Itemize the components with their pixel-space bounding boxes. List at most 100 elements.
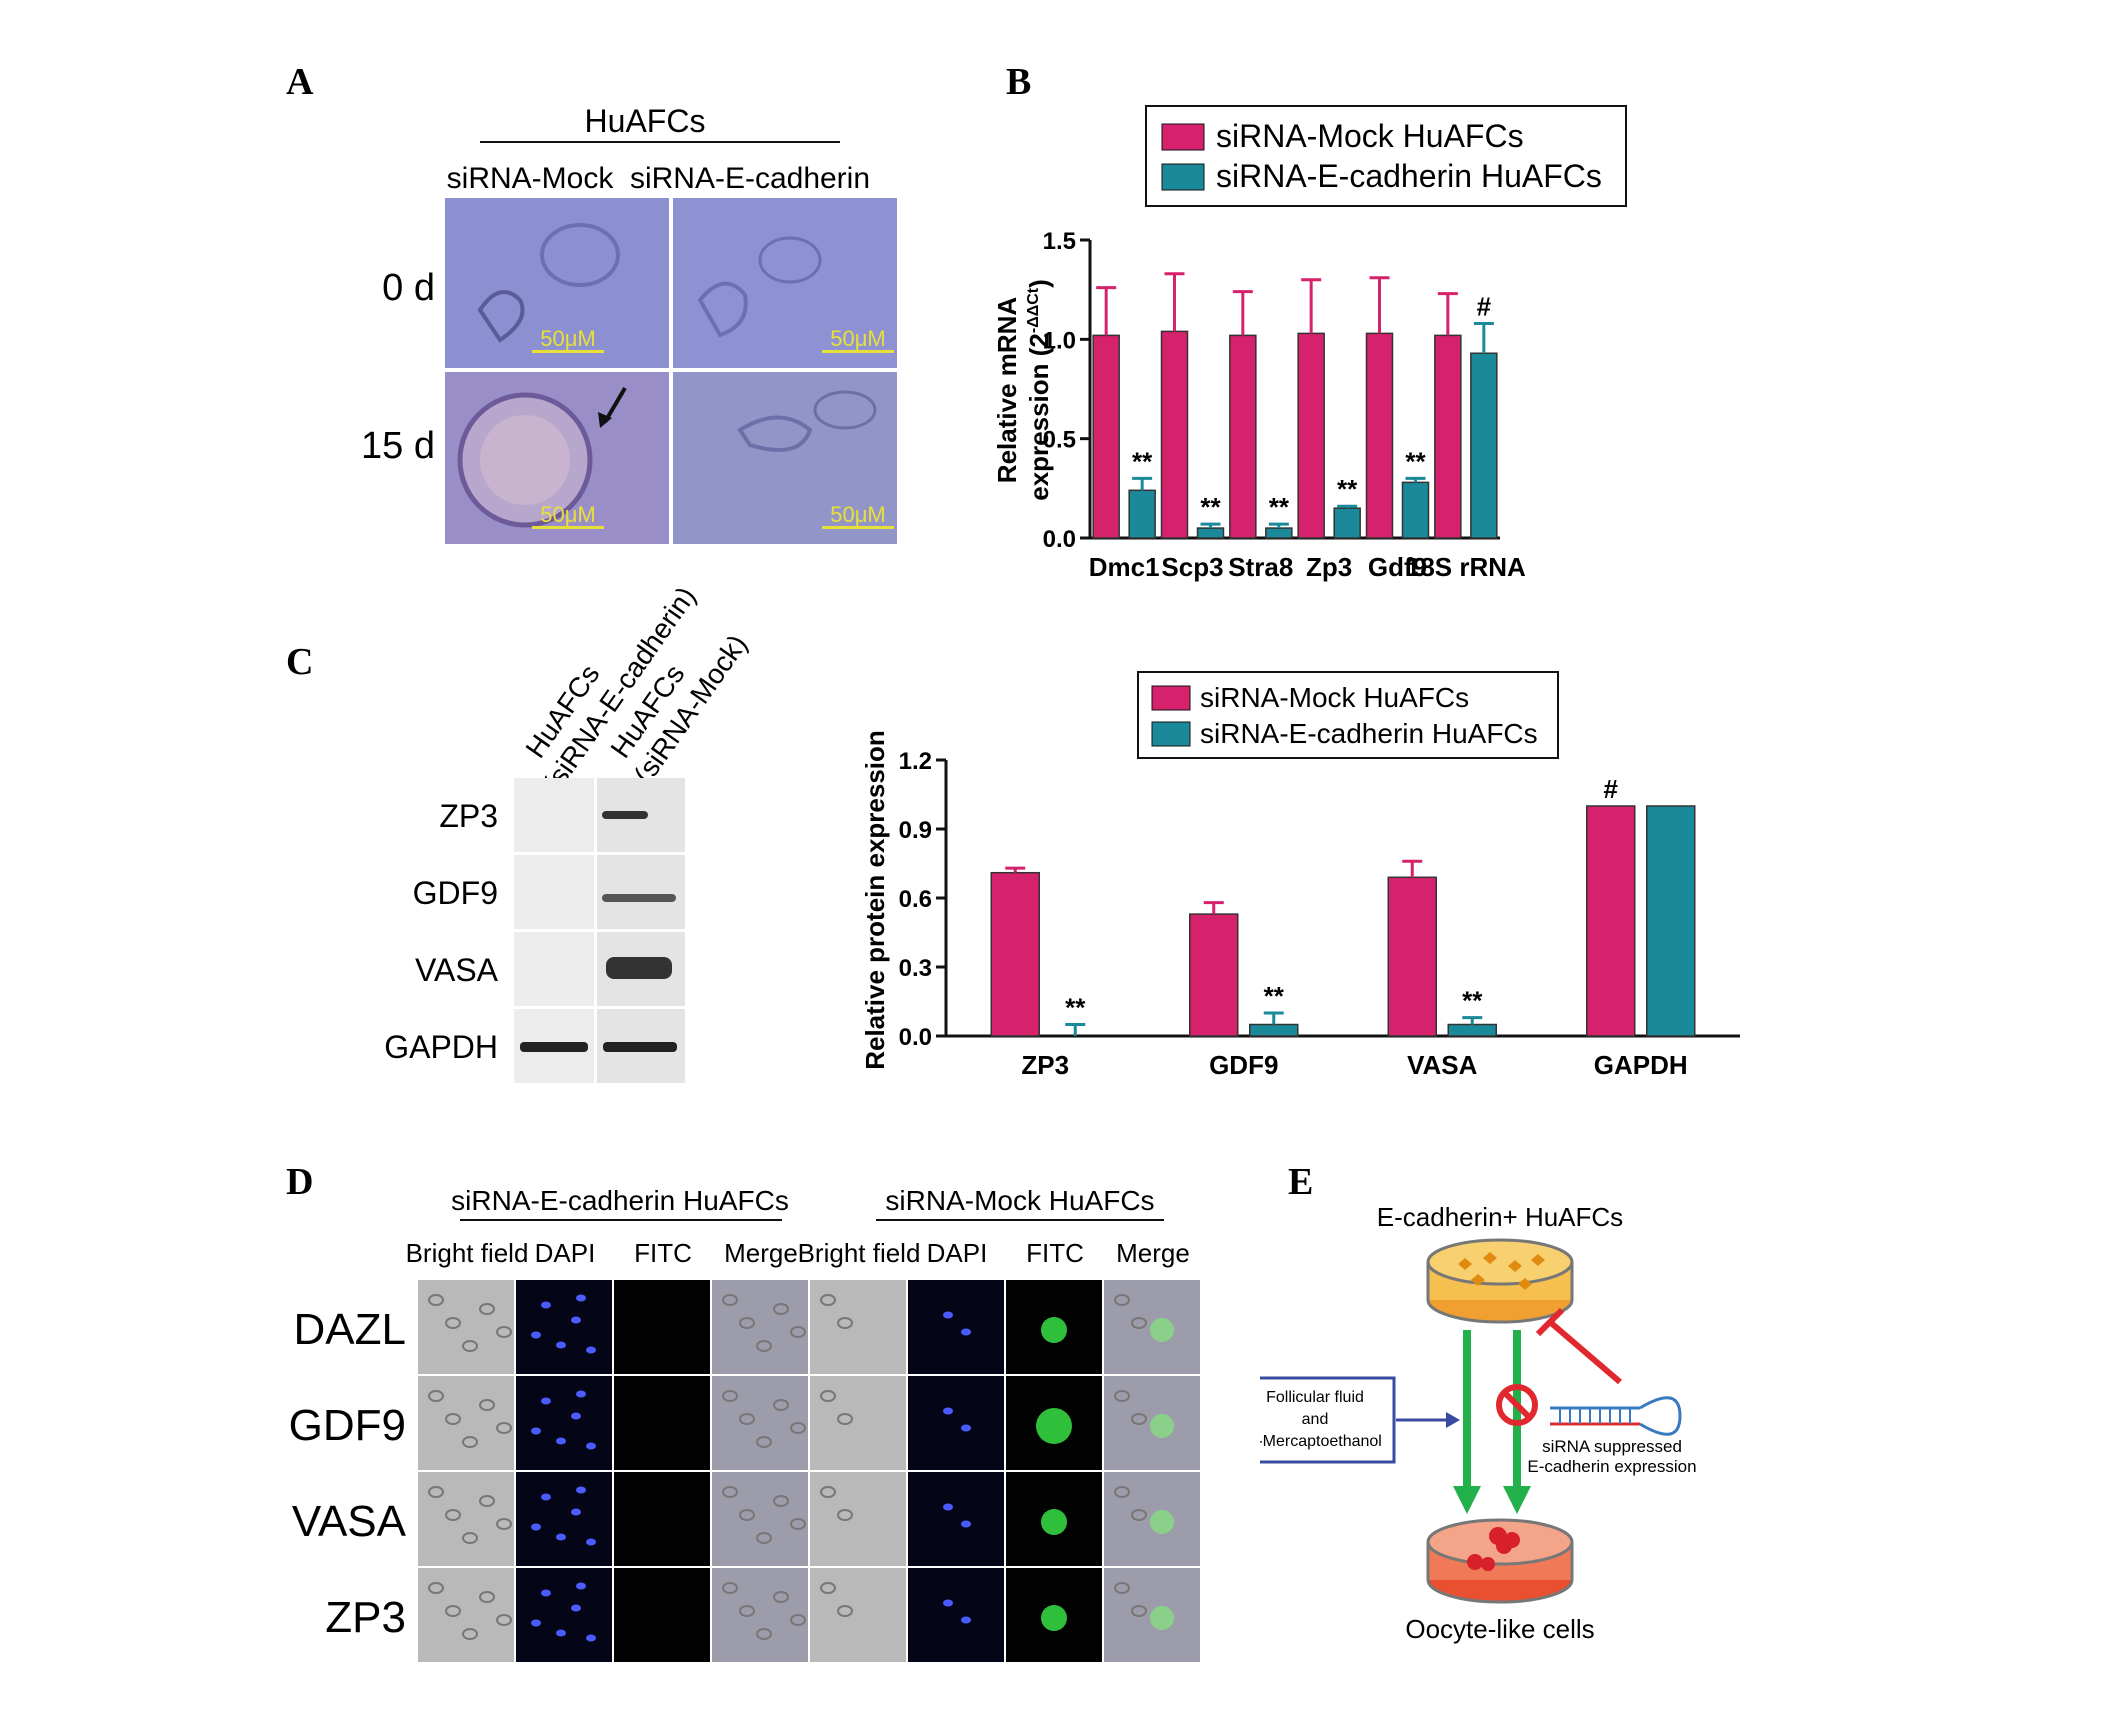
y-tick-label: 0.9 [899, 817, 932, 844]
column-label: Merge [1116, 1238, 1190, 1268]
bar-ecad [1128, 489, 1156, 539]
panel-a-label: A [286, 61, 314, 103]
x-tick-label: GDF9 [1209, 1050, 1278, 1080]
e-bottom-label: Oocyte-like cells [1405, 1614, 1594, 1644]
y-tick-label: 0.6 [899, 886, 932, 913]
significance-label: ** [1337, 474, 1358, 504]
blot-row-label: ZP3 [439, 798, 498, 834]
prohibited-icon [1496, 1384, 1538, 1426]
cell-outline [820, 1582, 836, 1594]
cell-outline [1131, 1509, 1147, 1521]
legend-swatch-mock [1161, 123, 1205, 151]
merge-signal [1150, 1606, 1174, 1630]
cell-outline [722, 1486, 738, 1498]
y-tick-label: 1.2 [899, 748, 932, 775]
bar-ecad [1333, 507, 1361, 539]
sirna-label-line1: siRNA suppressed [1542, 1437, 1682, 1456]
legend-swatch-mock [1151, 685, 1191, 711]
cell-outline [790, 1518, 806, 1530]
blot-lane-ecad [514, 855, 594, 929]
blot-lane-mock [597, 855, 685, 929]
cell-outline [773, 1495, 789, 1507]
cell-outline [739, 1605, 755, 1617]
column-label: DAPI [535, 1238, 596, 1268]
blot-band [520, 1042, 588, 1052]
legend-label-mock: siRNA-Mock HuAFCs [1216, 118, 1524, 154]
legend-label-ecad: siRNA-E-cadherin HuAFCs [1216, 158, 1602, 194]
bar-ecad [1447, 1023, 1497, 1037]
cell-outline [428, 1582, 444, 1594]
x-tick-label: Stra8 [1228, 552, 1293, 582]
cell-outline [445, 1605, 461, 1617]
if-image-tile [614, 1376, 710, 1470]
cell-outline [1114, 1390, 1130, 1402]
fitc-signal [1036, 1408, 1072, 1444]
nucleus-dot [943, 1311, 953, 1319]
scale-bar [532, 526, 604, 529]
nucleus-dot [531, 1427, 541, 1435]
cell-outline [837, 1605, 853, 1617]
column-label: Merge [724, 1238, 798, 1268]
legend-b: siRNA-Mock HuAFCs siRNA-E-cadherin HuAFC… [1145, 105, 1627, 207]
panel-d: D siRNA-E-cadherin HuAFCs siRNA-Mock HuA… [286, 1161, 1200, 1662]
cell-outline [756, 1436, 772, 1448]
legend-swatch-ecad [1161, 163, 1205, 191]
bar-mock [1434, 334, 1462, 539]
cell-outline [445, 1509, 461, 1521]
x-tick-label: Scp3 [1161, 552, 1223, 582]
y-axis-label-superscript: -ΔΔCt [1025, 287, 1042, 333]
blot-lane-ecad [514, 778, 594, 852]
scale-bar-label: 50μM [830, 502, 885, 527]
column-label: Bright field [406, 1238, 529, 1268]
significance-label: ** [1065, 993, 1086, 1023]
nucleus-dot [531, 1619, 541, 1627]
cell-outline [773, 1591, 789, 1603]
nucleus-dot [961, 1520, 971, 1528]
y-tick-label: 0.3 [899, 955, 932, 982]
column-label: Bright field [798, 1238, 921, 1268]
nucleus-dot [961, 1616, 971, 1624]
if-image-tile [516, 1280, 612, 1374]
svg-text:and: and [1302, 1411, 1329, 1428]
legend-label-mock: siRNA-Mock HuAFCs [1200, 682, 1469, 713]
bar-ecad [1646, 805, 1696, 1037]
blot-band [602, 811, 648, 819]
panel-a-col-label-mock: siRNA-Mock [447, 162, 615, 195]
nucleus-dot [571, 1604, 581, 1612]
nucleus-dot [576, 1582, 586, 1590]
panel-e-label: E [1288, 1161, 1313, 1203]
significance-label: ** [1264, 981, 1285, 1011]
if-image-tile [614, 1472, 710, 1566]
y-tick-label: 0.0 [1043, 526, 1076, 553]
legend-swatch-ecad [1151, 721, 1191, 747]
nucleus-dot [571, 1508, 581, 1516]
bar-ecad [1249, 1023, 1299, 1037]
bar-ecad [1401, 481, 1430, 539]
scale-bar [532, 350, 604, 353]
nucleus-dot [576, 1390, 586, 1398]
significance-label: ** [1462, 986, 1483, 1016]
scale-bar-label: 50μM [540, 502, 595, 527]
nucleus-dot [556, 1533, 566, 1541]
cell-outline [1131, 1317, 1147, 1329]
bar-mock [1092, 334, 1120, 539]
row-label: VASA [292, 1497, 407, 1546]
x-tick-label: 18S rRNA [1406, 552, 1526, 582]
cell-outline [479, 1591, 495, 1603]
cell-outline [820, 1294, 836, 1306]
cell-outline [479, 1303, 495, 1315]
if-image-tile [516, 1568, 612, 1662]
nucleus-dot [576, 1486, 586, 1494]
blot-band [606, 957, 672, 979]
if-image-tile [516, 1376, 612, 1470]
panel-c: C HuAFCs (siRNA-E-cadherin) HuAFCs (siRN… [286, 581, 1740, 1083]
bar-ecad [1196, 527, 1225, 539]
blot-band [603, 1042, 677, 1052]
y-axis-label-line2: expression (2-ΔΔCt) [1024, 279, 1054, 501]
cell-outline [790, 1614, 806, 1626]
nucleus-dot [531, 1523, 541, 1531]
scale-bar [822, 350, 894, 353]
nucleus-dot [556, 1437, 566, 1445]
column-label: FITC [634, 1238, 692, 1268]
culture-dish-bottom-icon [1426, 1518, 1574, 1604]
